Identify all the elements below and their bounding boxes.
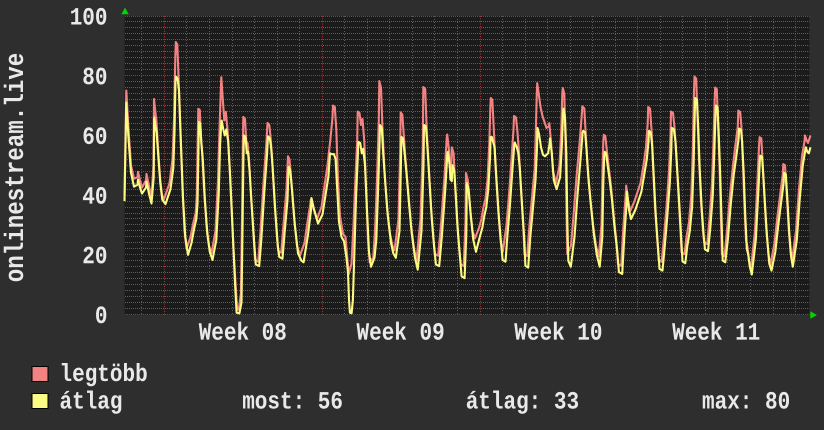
- svg-text:Week 09: Week 09: [356, 319, 444, 347]
- svg-text:átlag: átlag: [59, 388, 122, 416]
- svg-text:60: 60: [82, 123, 107, 151]
- svg-text:onlinestream.live: onlinestream.live: [2, 53, 31, 282]
- svg-text:max: 80: max: 80: [702, 388, 790, 416]
- svg-text:Week 11: Week 11: [672, 319, 760, 347]
- svg-text:legtöbb: legtöbb: [59, 361, 147, 389]
- svg-text:átlag: 33: átlag: 33: [466, 388, 579, 416]
- svg-text:80: 80: [82, 64, 107, 92]
- svg-text:20: 20: [82, 243, 107, 271]
- svg-text:100: 100: [70, 4, 108, 32]
- svg-text:Week 08: Week 08: [199, 319, 287, 347]
- svg-text:0: 0: [95, 302, 108, 330]
- svg-text:most: 56: most: 56: [242, 388, 343, 416]
- svg-text:40: 40: [82, 183, 107, 211]
- svg-text:Week 10: Week 10: [514, 319, 602, 347]
